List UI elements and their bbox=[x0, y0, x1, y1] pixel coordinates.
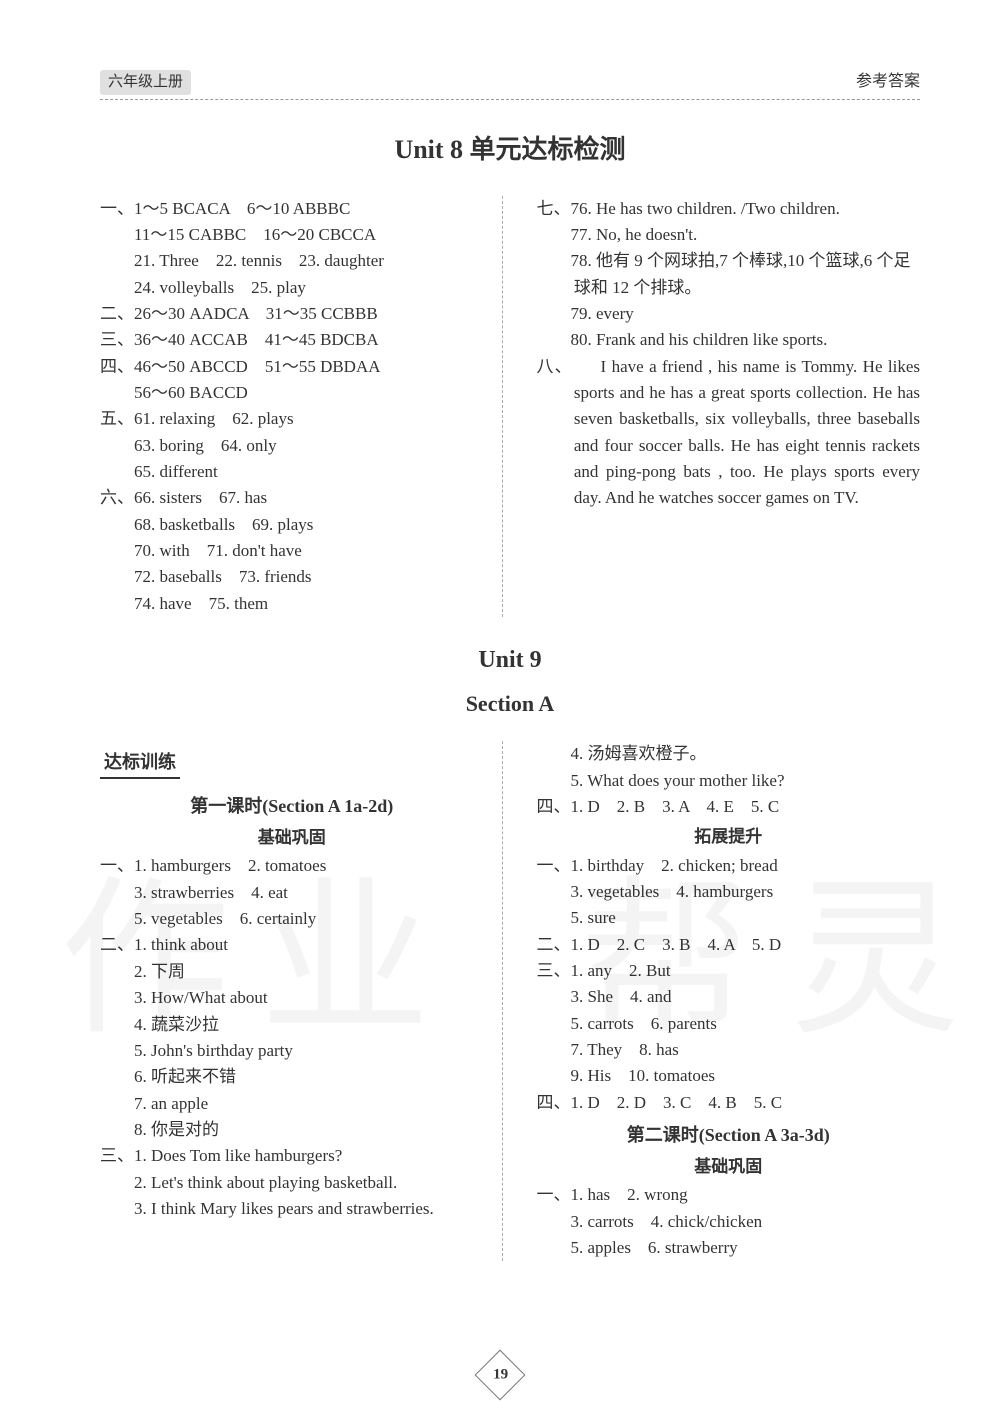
answer-line: 一、1. has 2. wrong bbox=[537, 1182, 921, 1208]
answer-line: 80. Frank and his children like sports. bbox=[537, 327, 921, 353]
answer-line: 三、1. Does Tom like hamburgers? bbox=[100, 1143, 484, 1169]
answer-line: 四、46～50 ABCCD 51～55 DBDAA bbox=[100, 354, 484, 380]
answer-line: 4. 汤姆喜欢橙子。 bbox=[537, 741, 921, 767]
unit8-left-col: 一、1～5 BCACA 6～10 ABBBC 11～15 CABBC 16～20… bbox=[100, 196, 503, 618]
answer-line: 五、61. relaxing 62. plays bbox=[100, 406, 484, 432]
answer-line: 2. 下周 bbox=[100, 959, 484, 985]
answer-line: 56～60 BACCD bbox=[100, 380, 484, 406]
answer-line: 三、36～40 ACCAB 41～45 BDCBA bbox=[100, 327, 484, 353]
unit8-columns: 一、1～5 BCACA 6～10 ABBBC 11～15 CABBC 16～20… bbox=[100, 196, 920, 618]
unit8-right-col: 七、76. He has two children. /Two children… bbox=[533, 196, 921, 618]
answer-line: 7. an apple bbox=[100, 1091, 484, 1117]
answer-line: 72. baseballs 73. friends bbox=[100, 564, 484, 590]
answer-line: 3. carrots 4. chick/chicken bbox=[537, 1209, 921, 1235]
jichu-label-1: 基础巩固 bbox=[100, 825, 484, 851]
answer-line: 74. have 75. them bbox=[100, 591, 484, 617]
lesson2-title: 第二课时(Section A 3a-3d) bbox=[537, 1122, 921, 1150]
answer-line: 一、1. hamburgers 2. tomatoes bbox=[100, 853, 484, 879]
answer-line: 5. What does your mother like? bbox=[537, 768, 921, 794]
answer-line: 77. No, he doesn't. bbox=[537, 222, 921, 248]
answer-line: 21. Three 22. tennis 23. daughter bbox=[100, 248, 484, 274]
answer-line: 七、76. He has two children. /Two children… bbox=[537, 196, 921, 222]
answer-line: 63. boring 64. only bbox=[100, 433, 484, 459]
answer-line: 3. How/What about bbox=[100, 985, 484, 1011]
answer-line: 三、1. any 2. But bbox=[537, 958, 921, 984]
answer-line: 3. I think Mary likes pears and strawber… bbox=[100, 1196, 484, 1222]
dabiao-tab: 达标训练 bbox=[100, 747, 180, 779]
answer-line: 5. John's birthday party bbox=[100, 1038, 484, 1064]
answer-line: 5. apples 6. strawberry bbox=[537, 1235, 921, 1261]
answer-line: 2. Let's think about playing basketball. bbox=[100, 1170, 484, 1196]
page-number-badge: 19 bbox=[475, 1350, 526, 1401]
answer-line: 3. strawberries 4. eat bbox=[100, 880, 484, 906]
answer-line: 9. His 10. tomatoes bbox=[537, 1063, 921, 1089]
essay-text: I have a friend , his name is Tommy. He … bbox=[564, 357, 920, 508]
answer-line: 5. sure bbox=[537, 905, 921, 931]
answer-line: 68. basketballs 69. plays bbox=[100, 512, 484, 538]
answer-line: 6. 听起来不错 bbox=[100, 1064, 484, 1090]
unit8-title: Unit 8 单元达标检测 bbox=[100, 130, 920, 170]
lesson1-title: 第一课时(Section A 1a-2d) bbox=[100, 793, 484, 821]
answer-line: 二、26～30 AADCA 31～35 CCBBB bbox=[100, 301, 484, 327]
tuozhan-label: 拓展提升 bbox=[537, 824, 921, 850]
answer-line: 7. They 8. has bbox=[537, 1037, 921, 1063]
header-left: 六年级上册 bbox=[100, 70, 191, 95]
answer-line: 3. vegetables 4. hamburgers bbox=[537, 879, 921, 905]
answer-line: 六、66. sisters 67. has bbox=[100, 485, 484, 511]
answer-line: 79. every bbox=[537, 301, 921, 327]
jichu-label-2: 基础巩固 bbox=[537, 1154, 921, 1180]
answer-line: 5. carrots 6. parents bbox=[537, 1011, 921, 1037]
answer-line: 11～15 CABBC 16～20 CBCCA bbox=[100, 222, 484, 248]
answer-line: 四、1. D 2. B 3. A 4. E 5. C bbox=[537, 794, 921, 820]
unit9-columns: 达标训练 第一课时(Section A 1a-2d) 基础巩固 一、1. ham… bbox=[100, 741, 920, 1261]
answer-line: 78. 他有 9 个网球拍,7 个棒球,10 个篮球,6 个足球和 12 个排球… bbox=[537, 248, 921, 301]
answer-line: 65. different bbox=[100, 459, 484, 485]
answer-line: 8. 你是对的 bbox=[100, 1117, 484, 1143]
answer-line: 二、1. think about bbox=[100, 932, 484, 958]
unit9-right-col: 4. 汤姆喜欢橙子。 5. What does your mother like… bbox=[533, 741, 921, 1261]
answer-line: 70. with 71. don't have bbox=[100, 538, 484, 564]
page-number: 19 bbox=[493, 1363, 508, 1386]
answer-line: 一、1. birthday 2. chicken; bread bbox=[537, 853, 921, 879]
answer-line: 4. 蔬菜沙拉 bbox=[100, 1012, 484, 1038]
unit9-heading: Unit 9 bbox=[100, 642, 920, 679]
page-header: 六年级上册 参考答案 bbox=[100, 70, 920, 100]
section-a-heading: Section A bbox=[100, 687, 920, 721]
answer-line: 5. vegetables 6. certainly bbox=[100, 906, 484, 932]
answer-line: 3. She 4. and bbox=[537, 984, 921, 1010]
answer-line: 24. volleyballs 25. play bbox=[100, 275, 484, 301]
answer-eight: 八、 I have a friend , his name is Tommy. … bbox=[537, 354, 921, 512]
answer-line: 四、1. D 2. D 3. C 4. B 5. C bbox=[537, 1090, 921, 1116]
header-right: 参考答案 bbox=[856, 70, 920, 95]
label-eight: 八、 bbox=[537, 357, 565, 376]
answer-line: 一、1～5 BCACA 6～10 ABBBC bbox=[100, 196, 484, 222]
answer-line: 二、1. D 2. C 3. B 4. A 5. D bbox=[537, 932, 921, 958]
unit9-left-col: 达标训练 第一课时(Section A 1a-2d) 基础巩固 一、1. ham… bbox=[100, 741, 503, 1261]
